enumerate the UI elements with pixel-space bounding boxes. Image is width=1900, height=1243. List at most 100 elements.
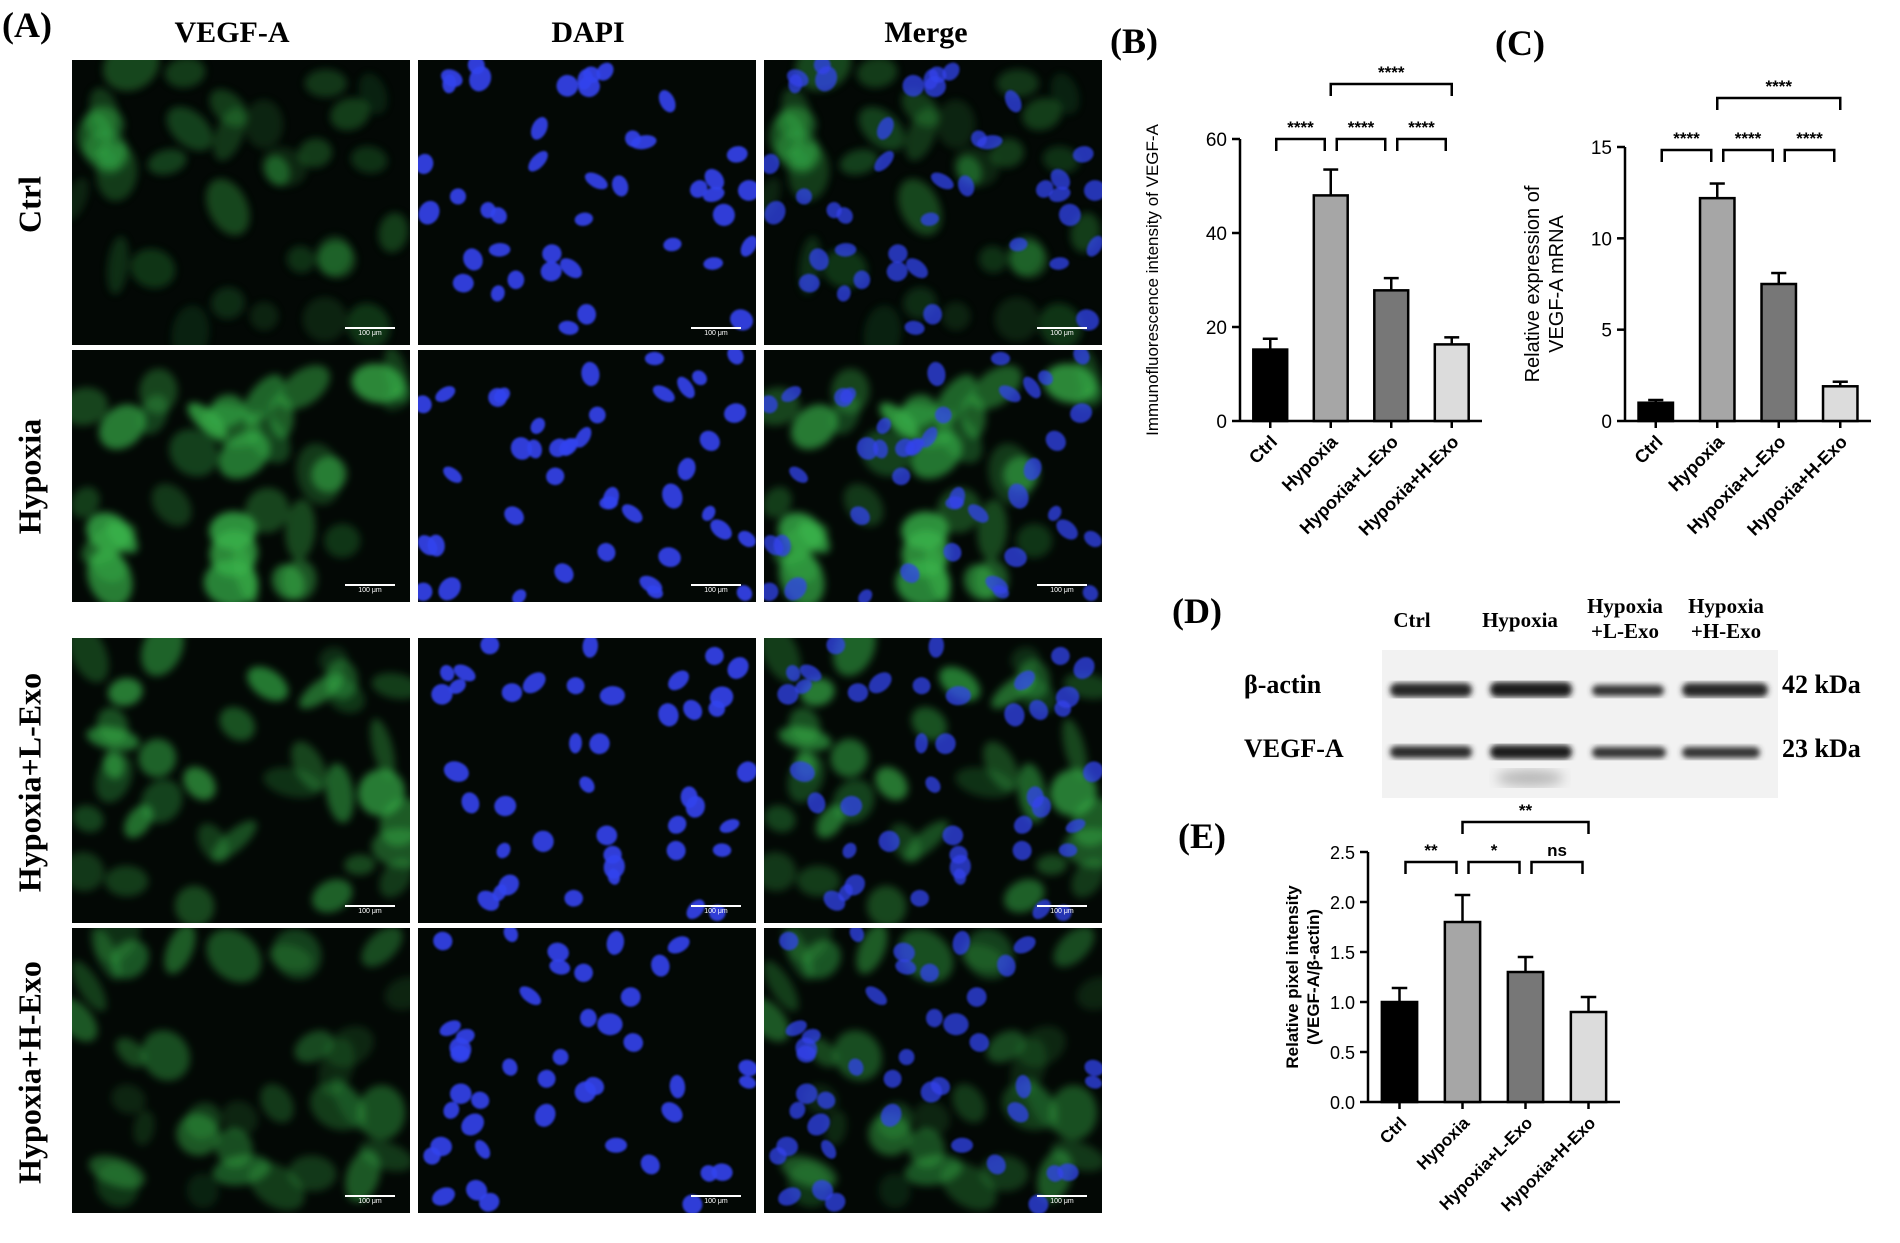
scale-bar-line — [691, 1195, 741, 1197]
significance-bracket-3 — [1716, 96, 1842, 110]
lane-label-line: +H-Exo — [1690, 619, 1762, 643]
significance-label-2: **** — [1796, 129, 1823, 148]
significance-label-2: ns — [1547, 841, 1567, 860]
category-label-1: Hypoxia — [1413, 1113, 1474, 1174]
y-tick-label: 1.0 — [1330, 993, 1355, 1013]
band-size-vegf: 23 kDa — [1782, 734, 1861, 763]
chart-b-immunofluorescence: 0 20 40 60 Immunofluorescence intensity of V… — [1143, 63, 1482, 540]
band-label-vegf: VEGF-A — [1244, 734, 1344, 763]
micrograph-hexo-merge: 100 μm — [764, 928, 1102, 1213]
significance-bracket-0 — [1275, 137, 1326, 151]
scale-bar-label: 100 μm — [358, 908, 382, 915]
bar-3 — [1569, 1010, 1608, 1104]
category-label-0: Ctrl — [1376, 1113, 1410, 1147]
significance-label-1: * — [1491, 841, 1498, 860]
blot-image — [1382, 650, 1778, 798]
micrograph-ctrl-merge: 100 μm — [764, 60, 1102, 345]
significance-bracket-1 — [1467, 860, 1521, 874]
bar-1 — [1698, 196, 1736, 423]
bar-2 — [1760, 282, 1798, 423]
significance-bracket-2 — [1783, 148, 1836, 162]
micrograph-lexo-dapi: 100 μm — [418, 638, 756, 923]
bar-1 — [1312, 194, 1349, 423]
scale-bar: 100 μm — [340, 327, 400, 337]
significance-bracket-3 — [1461, 820, 1590, 834]
y-tick-label: 60 — [1206, 130, 1227, 151]
bar-2 — [1373, 289, 1410, 423]
column-header-merge: Merge — [884, 16, 968, 49]
significance-label-1: **** — [1735, 129, 1762, 148]
bar-2 — [1506, 970, 1545, 1104]
bar-3 — [1433, 343, 1470, 423]
y-tick-label: 2.0 — [1330, 893, 1355, 913]
scale-bar-label: 100 μm — [704, 908, 728, 915]
y-tick-label: 0.0 — [1330, 1093, 1355, 1113]
bar-0 — [1252, 348, 1289, 423]
scale-bar-label: 100 μm — [358, 330, 382, 337]
scale-bar-label: 100 μm — [1050, 330, 1074, 337]
panel-label-e: (E) — [1178, 816, 1226, 856]
vegf-bands — [1390, 745, 1760, 759]
scale-bar: 100 μm — [1032, 327, 1092, 337]
y-tick-label: 0.5 — [1330, 1043, 1355, 1063]
row-header-ctrl-wrap: Ctrl — [0, 60, 60, 345]
scale-bar-label: 100 μm — [704, 587, 728, 594]
category-label-1: Hypoxia — [1664, 431, 1728, 495]
scale-bar: 100 μm — [686, 584, 746, 594]
micrograph-lexo-merge: 100 μm — [764, 638, 1102, 923]
category-label-0: Ctrl — [1631, 432, 1667, 468]
row-header-hexo-wrap: Hypoxia+H-Exo — [0, 928, 60, 1213]
panel-label-a: (A) — [2, 5, 52, 45]
micrograph-hypoxia-vegf: 100 μm — [72, 350, 410, 602]
scale-bar-label: 100 μm — [358, 587, 382, 594]
y-tick-label: 40 — [1206, 224, 1227, 245]
micrograph-ctrl-vegf: 100 μm — [72, 60, 410, 345]
significance-bracket-3 — [1329, 82, 1453, 96]
lane-label-3: Hypoxia +H-Exo — [1666, 594, 1786, 644]
y-axis-label: (VEGF-A/β-actin) — [1304, 909, 1323, 1045]
category-label-0: Ctrl — [1245, 432, 1281, 468]
panel-label-b: (B) — [1110, 21, 1158, 61]
scale-bar: 100 μm — [1032, 1195, 1092, 1205]
lane-label-line: Ctrl — [1393, 608, 1431, 632]
row-header-lexo: Hypoxia+L-Exo — [11, 672, 48, 893]
chart-c-mrna: 0 5 10 15 Relative expression of VEGF-A mRNA C… — [1522, 77, 1871, 540]
significance-bracket-0 — [1660, 148, 1713, 162]
micrograph-hexo-vegf: 100 μm — [72, 928, 410, 1213]
scale-bar: 100 μm — [340, 584, 400, 594]
scale-bar-line — [1037, 905, 1087, 907]
y-tick-label: 20 — [1206, 318, 1227, 339]
significance-bracket-1 — [1722, 148, 1774, 162]
band-size-beta-actin: 42 kDa — [1782, 670, 1861, 699]
lane-label-line: Hypoxia — [1688, 594, 1764, 618]
bar-3 — [1821, 385, 1859, 423]
scale-bar-line — [691, 327, 741, 329]
y-tick-label: 15 — [1591, 138, 1612, 159]
significance-label-3: **** — [1378, 63, 1405, 82]
micrograph-hypoxia-dapi: 100 μm — [418, 350, 756, 602]
y-tick-label: 1.5 — [1330, 943, 1355, 963]
column-header-vegf: VEGF-A — [174, 16, 290, 49]
scale-bar-line — [345, 327, 395, 329]
bar-0 — [1637, 401, 1675, 423]
scale-bar-line — [345, 905, 395, 907]
y-tick-label: 5 — [1601, 321, 1612, 342]
significance-bracket-2 — [1530, 860, 1584, 874]
scale-bar-line — [1037, 1195, 1087, 1197]
significance-label-3: **** — [1766, 77, 1793, 96]
y-tick-label: 10 — [1591, 229, 1612, 250]
chart-e-pixel-intensity: 0.0 0.5 1.0 1.5 2.0 2.5 Relative pixel intensi… — [1283, 801, 1620, 1215]
significance-label-0: ** — [1424, 841, 1438, 860]
scale-bar: 100 μm — [1032, 905, 1092, 915]
scale-bar: 100 μm — [686, 327, 746, 337]
scale-bar: 100 μm — [1032, 584, 1092, 594]
scale-bar-label: 100 μm — [358, 1198, 382, 1205]
micrograph-ctrl-dapi: 100 μm — [418, 60, 756, 345]
scale-bar: 100 μm — [340, 905, 400, 915]
band-label-beta-actin: β-actin — [1244, 670, 1322, 699]
scale-bar-line — [1037, 327, 1087, 329]
significance-bracket-2 — [1396, 137, 1447, 151]
bar-1 — [1443, 920, 1482, 1104]
scale-bar: 100 μm — [686, 1195, 746, 1205]
scale-bar-line — [345, 584, 395, 586]
